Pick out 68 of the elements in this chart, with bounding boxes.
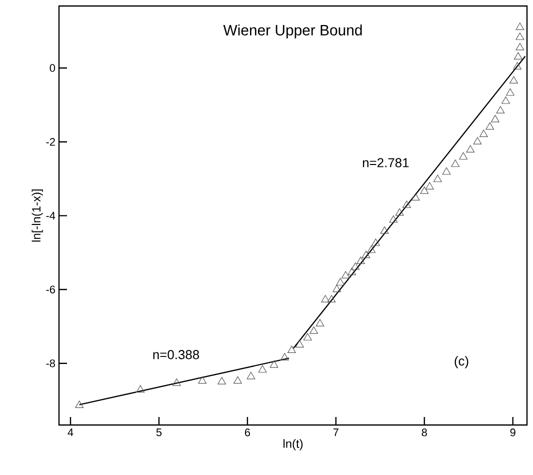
point xyxy=(295,340,304,348)
point xyxy=(411,193,420,201)
point xyxy=(389,215,398,223)
point xyxy=(270,360,278,368)
x-tick-label: 4 xyxy=(68,428,74,436)
point xyxy=(327,295,336,302)
point xyxy=(510,76,518,84)
point xyxy=(466,145,475,153)
point xyxy=(348,268,356,276)
y-tick-label: -8 xyxy=(46,359,55,368)
point xyxy=(514,52,522,60)
y-tick-label: -2 xyxy=(46,138,55,146)
point xyxy=(473,137,482,144)
point xyxy=(496,106,505,114)
point xyxy=(479,130,488,138)
point xyxy=(321,295,330,302)
point xyxy=(336,278,345,286)
point xyxy=(516,32,524,40)
point xyxy=(341,271,350,278)
point xyxy=(75,400,84,408)
point xyxy=(502,96,510,104)
point xyxy=(316,319,324,326)
point xyxy=(367,246,376,253)
point xyxy=(246,372,256,380)
annotation: (c) xyxy=(454,356,468,368)
point xyxy=(356,256,365,264)
point xyxy=(420,186,429,194)
point xyxy=(310,326,318,334)
x-tick-label: 6 xyxy=(244,428,250,436)
point xyxy=(198,376,207,384)
x-tick-label: 8 xyxy=(422,428,427,436)
x-tick-label: 9 xyxy=(510,428,516,436)
point xyxy=(459,152,468,160)
text: Wiener Upper Bound xyxy=(223,24,362,38)
y-axis-title: ln[-ln(1-x)] xyxy=(32,189,43,242)
point xyxy=(425,182,434,190)
x-axis-title: ln(t) xyxy=(284,439,303,450)
point xyxy=(172,378,181,386)
point xyxy=(372,238,380,246)
y-tick-label: 0 xyxy=(50,64,56,72)
point xyxy=(451,160,460,167)
y-tick-label: -6 xyxy=(46,286,55,294)
point xyxy=(303,333,312,340)
point xyxy=(490,114,500,122)
point xyxy=(516,42,524,50)
x-tick-label: 5 xyxy=(156,428,162,436)
point xyxy=(332,284,341,292)
point xyxy=(280,353,289,360)
point xyxy=(433,174,442,182)
point xyxy=(402,200,411,208)
x-tick-label: 7 xyxy=(333,428,338,436)
point xyxy=(395,208,404,216)
point xyxy=(136,385,145,392)
point xyxy=(442,167,451,175)
point xyxy=(351,262,360,270)
y-tick-label: -4 xyxy=(46,212,56,220)
point xyxy=(362,250,370,258)
point xyxy=(486,122,494,130)
annotation: n=2.781 xyxy=(362,158,409,168)
point xyxy=(380,226,389,234)
point xyxy=(258,365,267,373)
point xyxy=(506,88,514,96)
annotation: n=0.388 xyxy=(153,350,200,360)
point xyxy=(218,377,226,384)
point xyxy=(234,376,242,384)
point xyxy=(513,62,522,70)
point xyxy=(516,22,524,30)
point xyxy=(287,346,296,353)
